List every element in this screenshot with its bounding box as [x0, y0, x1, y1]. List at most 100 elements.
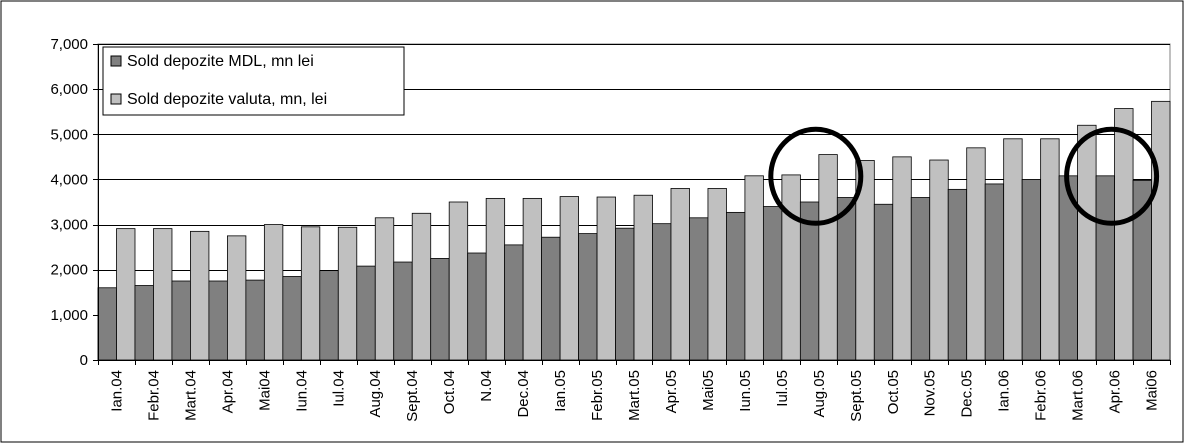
y-tick-labels: 0 1,000 2,000 3,000 4,000 5,000 6,000 7,000	[50, 36, 88, 369]
bar-mdl	[910, 197, 931, 361]
bar-valuta	[300, 226, 321, 361]
bar-valuta	[1151, 100, 1171, 361]
x-tick-label: Febr.05	[589, 370, 606, 421]
bar-mdl	[208, 280, 228, 361]
legend-swatch-valuta	[110, 93, 122, 105]
y-tick-label: 3,000	[50, 217, 88, 234]
x-tick-label: Iul.04	[330, 370, 347, 407]
x-tick-label: Apr.05	[663, 370, 680, 413]
bar-valuta	[116, 228, 136, 361]
bar-valuta	[374, 217, 395, 361]
bar-valuta	[448, 201, 469, 361]
x-tick-label: Mai04	[256, 370, 273, 411]
bar-valuta	[226, 235, 247, 361]
x-tick-label: Oct.05	[885, 370, 902, 414]
x-tick-label: Dec.05	[959, 370, 976, 418]
bar-valuta	[892, 156, 912, 361]
x-tick-label: Mai06	[1144, 370, 1161, 411]
bar-mdl	[541, 236, 561, 361]
bar-valuta	[1114, 108, 1134, 361]
legend-box	[102, 46, 405, 116]
x-tick-label: Mart.05	[626, 370, 643, 421]
x-tick-label: Iun.05	[737, 370, 754, 412]
bar-mdl	[319, 270, 339, 361]
bar-valuta	[1003, 138, 1023, 361]
bar-valuta	[522, 197, 543, 361]
bar-mdl	[393, 261, 413, 361]
highlight-circle	[1064, 126, 1160, 226]
x-tick-label: Apr.04	[219, 370, 236, 413]
bar-valuta	[1077, 124, 1097, 361]
bar-mdl	[615, 227, 635, 361]
y-tick-label: 5,000	[50, 126, 88, 143]
x-tick-label: Sept.05	[848, 370, 865, 422]
bar-valuta	[966, 147, 986, 361]
x-tick-label: Febr.04	[145, 370, 162, 421]
legend-label-valuta: Sold depozite valuta, mn, lei	[127, 91, 327, 108]
bar-mdl	[726, 211, 746, 361]
x-tick-label: Mart.06	[1070, 370, 1087, 421]
bar-mdl	[1021, 179, 1042, 361]
bar-valuta	[1040, 138, 1060, 361]
x-tick-label: Ian.04	[109, 370, 126, 412]
bar-mdl	[836, 197, 857, 361]
legend-swatch-mdl	[110, 55, 122, 67]
highlight-circle	[768, 126, 864, 226]
bar-mdl	[430, 258, 450, 361]
x-tick-label: Aug.04	[367, 370, 384, 418]
bar-valuta	[633, 194, 653, 361]
x-tick-label: N.04	[478, 370, 495, 402]
x-tick-label: Iun.04	[293, 370, 310, 412]
bar-mdl	[245, 279, 265, 361]
bar-valuta	[411, 212, 432, 361]
bar-valuta	[818, 154, 838, 361]
bar-mdl	[947, 188, 968, 361]
x-tick-label: Apr.06	[1107, 370, 1124, 413]
y-tick-label: 7,000	[50, 36, 88, 53]
y-tick-label: 6,000	[50, 81, 88, 98]
x-tick-label: Ian.05	[552, 370, 569, 412]
bar-mdl	[1095, 175, 1115, 361]
bar-mdl	[356, 265, 376, 361]
x-tick-label: Mai05	[700, 370, 717, 411]
bar-mdl	[984, 183, 1005, 361]
x-tick-label: Mart.04	[182, 370, 199, 421]
y-tick-label: 1,000	[50, 307, 88, 324]
y-tick-label: 0	[80, 352, 88, 369]
legend: Sold depozite MDL, mn lei Sold depozite …	[102, 46, 405, 116]
bar-mdl	[282, 276, 302, 361]
bar-mdl	[689, 217, 709, 361]
y-tick-label: 4,000	[50, 171, 88, 188]
bar-mdl	[134, 285, 154, 361]
bar-mdl	[762, 206, 783, 361]
bar-mdl	[873, 203, 894, 361]
annotations	[768, 126, 1160, 226]
bar-valuta	[190, 230, 210, 361]
legend-label-mdl: Sold depozite MDL, mn lei	[127, 53, 314, 70]
bar-valuta	[153, 228, 173, 361]
bar-mdl	[652, 223, 672, 361]
bar-valuta	[485, 197, 506, 361]
bar-mdl	[171, 280, 191, 361]
bar-valuta	[781, 174, 801, 361]
bar-valuta	[670, 188, 690, 361]
bar-mdl	[467, 252, 487, 361]
bar-valuta	[596, 196, 616, 361]
x-tick-label: Aug.05	[811, 370, 828, 418]
bar-mdl	[97, 287, 117, 361]
bar-valuta	[337, 226, 358, 361]
bar-valuta	[707, 188, 727, 361]
x-tick-labels: Ian.04 Febr.04 Mart.04 Apr.04 Mai04 Iun.04 Iul…	[109, 370, 1161, 422]
x-tick-label: Ian.06	[996, 370, 1013, 412]
bar-valuta	[744, 175, 764, 361]
bar-mdl	[578, 233, 598, 361]
x-tick-label: Febr.06	[1033, 370, 1050, 421]
x-tick-label: Dec.04	[515, 370, 532, 418]
x-tick-label: Iul.05	[774, 370, 791, 407]
bars-group	[97, 100, 1171, 361]
x-tick-label: Nov.05	[922, 370, 939, 416]
x-tick-label: Sept.04	[404, 370, 421, 422]
bar-valuta	[263, 224, 284, 361]
